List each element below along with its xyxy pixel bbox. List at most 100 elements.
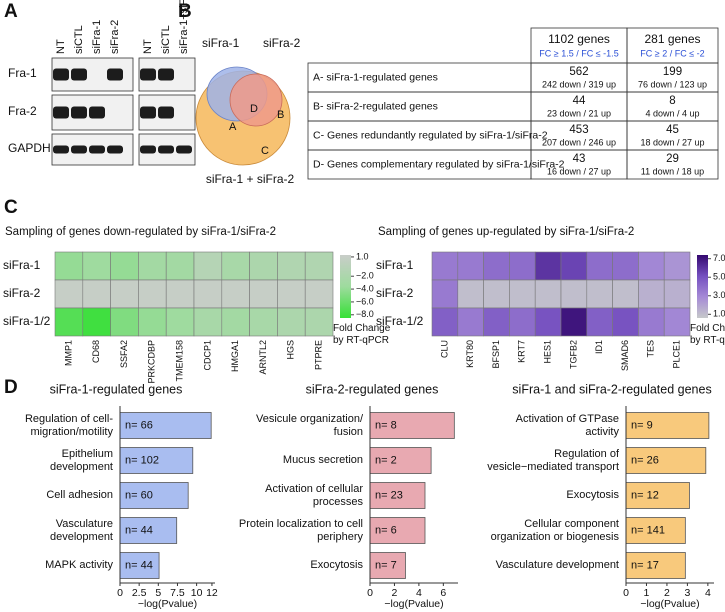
lane-label: siFra-1	[91, 20, 103, 54]
bar-annotation: n= 2	[375, 454, 397, 466]
heatmap-cell	[277, 251, 306, 281]
row-label: siFra-1	[3, 258, 41, 272]
cell-total: 199	[663, 66, 682, 78]
bar	[369, 552, 406, 579]
row-label: A- siFra-1-regulated genes	[313, 71, 438, 83]
category-label-box: Mucus secretion	[283, 454, 363, 466]
heatmap-cell	[277, 279, 306, 309]
cell-total: 562	[569, 66, 588, 78]
heatmap-cell	[534, 279, 562, 309]
x-tick-label: 10	[191, 587, 203, 599]
heatmap-cell	[509, 307, 536, 337]
column-label: KRT80	[465, 340, 475, 368]
heatmap-cell	[110, 279, 139, 309]
colorbar-label: Fold Change by RT-qPCR	[333, 323, 391, 346]
heatmap-cell	[612, 307, 639, 337]
row-label: siFra-1/2	[376, 314, 424, 328]
bar-annotation: n= 26	[631, 454, 659, 466]
heatmap-cell	[560, 251, 588, 281]
colorbar-tick-label: −8.0	[356, 309, 374, 319]
heatmap-cell	[586, 251, 613, 281]
category-label: Vesicule organization/ fusion	[255, 412, 363, 438]
heatmap-cell	[110, 307, 139, 337]
category-label-box: MAPK activity	[45, 559, 113, 572]
column-label: KRT7	[517, 340, 527, 363]
venn: siFra-1 siFra-2 siFra-1 + siFra-2 A B C …	[195, 36, 301, 186]
heatmap-cell	[560, 279, 588, 309]
cell-detail: 23 down / 21 up	[547, 108, 611, 118]
column-label: ID1	[594, 340, 604, 354]
colorbar-tick-label: −6.0	[356, 296, 374, 306]
bar	[369, 447, 432, 474]
cell-detail: 11 down / 18 up	[641, 166, 704, 176]
heatmap-cell	[457, 251, 484, 281]
cell-detail: 16 down / 27 up	[547, 166, 611, 176]
category-label: MAPK activity	[45, 559, 113, 572]
bar	[119, 412, 212, 439]
lane-label: siFra-1+siFra-2	[178, 0, 190, 54]
blot-band	[158, 145, 174, 154]
blot-band	[158, 106, 174, 119]
bar-annotation: n= 23	[375, 489, 403, 501]
heatmap-cell	[431, 279, 459, 309]
venn-set	[229, 73, 283, 127]
heatmap-cell	[638, 279, 665, 309]
blot-band	[89, 145, 105, 154]
bar-annotation: n= 66	[125, 419, 153, 431]
colorbar-label-box: Fold Change by RT-qPCR	[333, 323, 391, 346]
column-label: TES	[646, 340, 656, 358]
blot-band	[140, 145, 156, 154]
blot-band	[71, 68, 87, 81]
category-label: Exocytosis	[566, 489, 619, 502]
category-label-box: Vasculature development	[496, 559, 619, 571]
heatmap-cell	[249, 251, 278, 281]
lane-label: siFra-2	[109, 20, 121, 54]
category-label: Activation of cellular processes	[265, 482, 363, 508]
cell-total: 45	[666, 124, 679, 136]
blot-band	[140, 106, 156, 119]
heatmap-cell	[457, 279, 484, 309]
heatmap-cell	[54, 307, 84, 337]
heatmap-cell	[638, 307, 665, 337]
colorbar-tick-label: −4.0	[356, 283, 374, 293]
column-label: HGS	[286, 340, 296, 360]
bar	[369, 517, 426, 544]
x-tick-label: 0	[367, 587, 373, 599]
blot-band	[107, 68, 123, 81]
heatmap-cell	[663, 279, 691, 309]
heatmap-cell	[663, 251, 691, 281]
heatmap-cell	[249, 307, 278, 337]
heatmap-cell	[483, 279, 510, 309]
panel-label: B	[178, 1, 192, 22]
column-subtitle: FC ≥ 2 / FC ≤ -2	[640, 48, 704, 58]
blot-band	[71, 106, 87, 119]
column-label: BFSP1	[491, 340, 501, 369]
category-label-box: Protein localization to cell periphery	[239, 518, 363, 543]
cell-detail: 4 down / 4 up	[645, 108, 699, 118]
bar-annotation: n= 44	[125, 524, 153, 536]
colorbar-label: Fold Change by RT-qPCR	[690, 323, 725, 346]
heatmap-cell	[431, 307, 459, 337]
heatmap-cell	[54, 279, 84, 309]
category-label-box: Activation of GTPase activity	[516, 413, 619, 438]
category-label: Cellular component organization or bioge…	[490, 517, 619, 543]
heatmap-title: Sampling of genes down-regulated by siFr…	[5, 226, 276, 238]
heatmap-cell	[221, 307, 250, 337]
category-label: Vasculature development	[50, 517, 113, 543]
category-label-box: Cellular component organization or bioge…	[490, 517, 619, 543]
lane-label: NT	[55, 39, 67, 54]
column-label: TGFB2	[568, 340, 578, 369]
heatmap-cell	[82, 279, 111, 309]
bar	[625, 482, 690, 509]
lane-label: siCTL	[160, 25, 172, 54]
column-label: SMAD6	[620, 340, 630, 371]
heatmap-cell	[110, 251, 139, 281]
bar-annotation: n= 8	[375, 419, 397, 431]
venn-region: C	[261, 145, 269, 157]
column-label: CD68	[91, 340, 101, 363]
x-tick-label: 0	[117, 587, 123, 599]
colorbar-tick-label: 1.0	[356, 251, 369, 261]
heatmap-cell	[304, 307, 334, 337]
heatmap-cell	[638, 251, 665, 281]
x-axis-label: −log(Pvalue)	[640, 598, 699, 610]
